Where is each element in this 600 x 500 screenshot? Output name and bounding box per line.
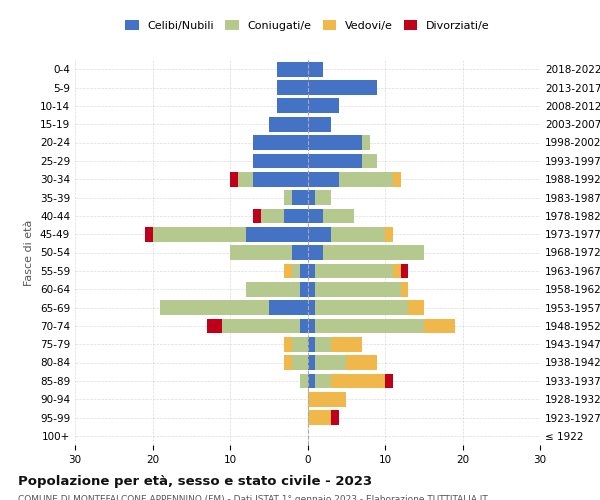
Bar [261,208,284,223]
Legend: Celibi/Nubili, Coniugati/e, Vedovi/e, Divorziati/e: Celibi/Nubili, Coniugati/e, Vedovi/e, Di… [121,16,494,35]
Bar [245,282,300,296]
Bar [238,172,253,186]
Bar [308,135,362,150]
Bar [308,172,338,186]
Bar [308,392,346,406]
Bar [308,410,331,425]
Bar [401,264,408,278]
Bar [331,337,362,351]
Bar [308,98,338,113]
Bar [300,282,308,296]
Bar [323,245,424,260]
Bar [308,337,315,351]
Bar [308,374,315,388]
Bar [253,135,308,150]
Bar [308,227,331,242]
Bar [300,264,308,278]
Bar [362,135,370,150]
Bar [292,190,308,205]
Bar [338,172,393,186]
Bar [362,154,377,168]
Bar [284,190,292,205]
Bar [315,190,331,205]
Bar [315,318,424,333]
Bar [152,227,245,242]
Bar [145,227,152,242]
Bar [269,300,308,315]
Bar [292,355,308,370]
Bar [284,208,308,223]
Text: COMUNE DI MONTEFALCONE APPENNINO (FM) - Dati ISTAT 1° gennaio 2023 - Elaborazion: COMUNE DI MONTEFALCONE APPENNINO (FM) - … [18,495,488,500]
Bar [331,410,338,425]
Bar [207,318,222,333]
Bar [245,227,308,242]
Bar [308,282,315,296]
Bar [315,337,331,351]
Bar [284,355,292,370]
Bar [401,282,408,296]
Bar [253,154,308,168]
Bar [315,300,408,315]
Bar [385,374,393,388]
Y-axis label: Fasce di età: Fasce di età [25,220,34,286]
Bar [277,98,308,113]
Bar [308,62,323,76]
Bar [393,264,401,278]
Bar [230,245,292,260]
Bar [385,227,393,242]
Bar [292,245,308,260]
Bar [284,264,292,278]
Bar [253,208,261,223]
Bar [300,318,308,333]
Bar [277,80,308,95]
Bar [315,282,401,296]
Bar [308,245,323,260]
Bar [222,318,300,333]
Bar [160,300,269,315]
Bar [424,318,455,333]
Bar [323,208,354,223]
Bar [315,374,331,388]
Bar [308,264,315,278]
Bar [346,355,377,370]
Bar [230,172,238,186]
Bar [277,62,308,76]
Bar [292,337,308,351]
Bar [315,264,393,278]
Bar [308,318,315,333]
Bar [308,117,331,132]
Text: Popolazione per età, sesso e stato civile - 2023: Popolazione per età, sesso e stato civil… [18,475,372,488]
Bar [331,227,385,242]
Bar [269,117,308,132]
Bar [292,264,300,278]
Bar [308,300,315,315]
Bar [315,355,346,370]
Bar [284,337,292,351]
Bar [331,374,385,388]
Bar [308,80,377,95]
Bar [300,374,308,388]
Bar [408,300,424,315]
Bar [308,208,323,223]
Bar [393,172,401,186]
Bar [253,172,308,186]
Bar [308,154,362,168]
Bar [308,355,315,370]
Bar [308,190,315,205]
